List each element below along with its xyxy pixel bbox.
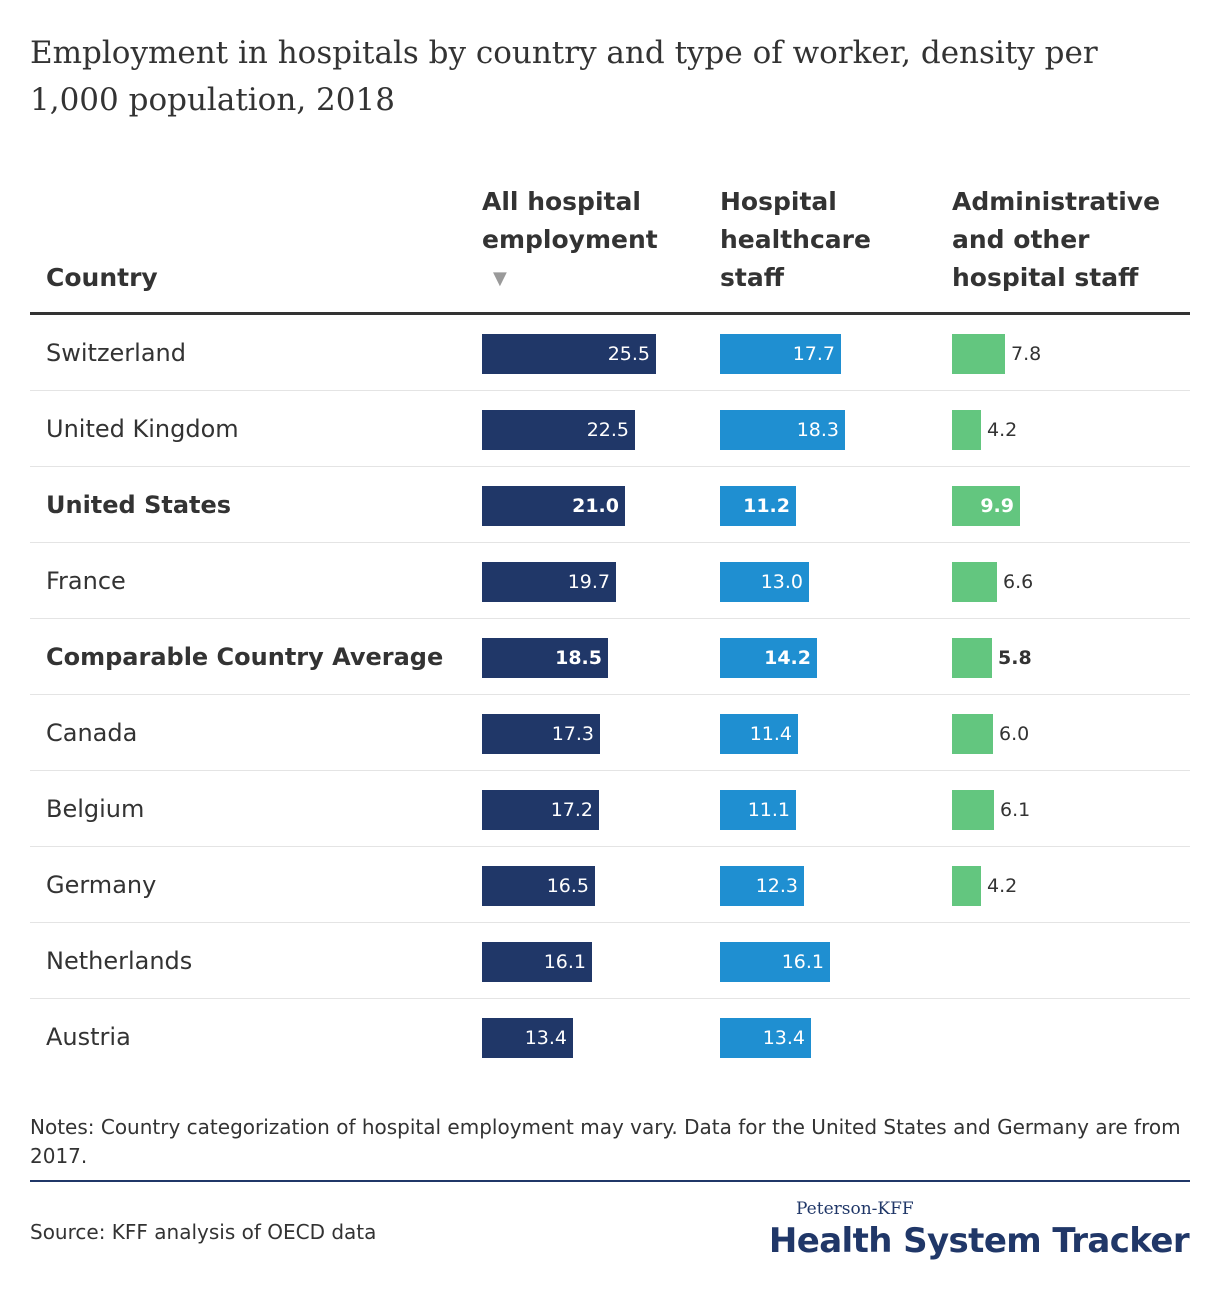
country-label: Belgium: [46, 795, 145, 823]
table-row: Germany 16.5 12.3 4.2: [30, 847, 1190, 923]
value-label-hospital-healthcare-staff: 17.7: [792, 343, 835, 365]
table-row: Belgium 17.2 11.1 6.1: [30, 771, 1190, 847]
bar-administrative-staff[interactable]: [952, 638, 992, 678]
value-label-hospital-healthcare-staff: 14.2: [764, 647, 811, 669]
chart-source: Source: KFF analysis of OECD data: [30, 1220, 377, 1244]
column-header-administrative-staff[interactable]: Administrative and other hospital staff: [952, 187, 1161, 292]
value-label-administrative-staff: 7.8: [1011, 343, 1042, 365]
country-label: Comparable Country Average: [46, 643, 444, 671]
table-row: Austria 13.4 13.4: [30, 999, 1190, 1075]
value-label-administrative-staff: 4.2: [987, 875, 1018, 897]
country-label: Netherlands: [46, 947, 193, 975]
value-label-hospital-healthcare-staff: 13.4: [762, 1027, 805, 1049]
logo-health-system-tracker: Health System Tracker: [768, 1221, 1190, 1261]
header-divider: [30, 312, 1190, 315]
table-body: Switzerland 25.5 17.7 7.8 United Kingdom 22.5…: [30, 315, 1190, 1075]
bar-hospital-healthcare-staff[interactable]: [720, 638, 817, 678]
value-label-all-hospital-employment: 17.3: [551, 723, 594, 745]
bar-all-hospital-employment[interactable]: [482, 410, 635, 450]
country-label: United States: [46, 491, 232, 519]
column-header-country[interactable]: Country: [46, 263, 158, 292]
bar-hospital-healthcare-staff[interactable]: [720, 866, 804, 906]
footer-divider: [30, 1180, 1190, 1182]
bar-administrative-staff[interactable]: [952, 562, 997, 602]
value-label-all-hospital-employment: 13.4: [524, 1027, 567, 1049]
bar-all-hospital-employment[interactable]: [482, 866, 595, 906]
bar-hospital-healthcare-staff[interactable]: [720, 410, 845, 450]
table-row: Canada 17.3 11.4 6.0: [30, 695, 1190, 771]
bar-hospital-healthcare-staff[interactable]: [720, 1018, 811, 1058]
bar-administrative-staff[interactable]: [952, 410, 981, 450]
value-label-administrative-staff: 5.8: [998, 647, 1032, 669]
value-label-administrative-staff: 9.9: [980, 495, 1014, 517]
bar-all-hospital-employment[interactable]: [482, 486, 625, 526]
value-label-administrative-staff: 4.2: [987, 419, 1018, 441]
bar-administrative-staff[interactable]: [952, 790, 994, 830]
value-label-all-hospital-employment: 16.5: [546, 875, 589, 897]
bar-all-hospital-employment[interactable]: [482, 334, 656, 374]
bar-hospital-healthcare-staff[interactable]: [720, 790, 796, 830]
table-row: United States 21.0 11.2 9.9: [30, 467, 1190, 543]
country-label: United Kingdom: [46, 415, 239, 443]
country-label: Germany: [46, 871, 157, 899]
value-label-all-hospital-employment: 22.5: [586, 419, 629, 441]
country-label: Canada: [46, 719, 138, 747]
value-label-all-hospital-employment: 25.5: [607, 343, 650, 365]
value-label-administrative-staff: 6.6: [1003, 571, 1034, 593]
value-label-hospital-healthcare-staff: 16.1: [781, 951, 824, 973]
value-label-hospital-healthcare-staff: 11.4: [749, 723, 792, 745]
table-row: Netherlands 16.1 16.1: [30, 923, 1190, 999]
bar-hospital-healthcare-staff[interactable]: [720, 486, 796, 526]
bar-hospital-healthcare-staff[interactable]: [720, 334, 841, 374]
country-label: Austria: [46, 1023, 131, 1051]
bar-administrative-staff[interactable]: [952, 714, 993, 754]
value-label-administrative-staff: 6.1: [1000, 799, 1031, 821]
bar-hospital-healthcare-staff[interactable]: [720, 562, 809, 602]
country-label: Switzerland: [46, 339, 186, 367]
bar-all-hospital-employment[interactable]: [482, 790, 599, 830]
bar-all-hospital-employment[interactable]: [482, 714, 600, 754]
bar-administrative-staff[interactable]: [952, 866, 981, 906]
table-row: France 19.7 13.0 6.6: [30, 543, 1190, 619]
bar-administrative-staff[interactable]: [952, 486, 1020, 526]
value-label-all-hospital-employment: 17.2: [550, 799, 593, 821]
table-row: Switzerland 25.5 17.7 7.8: [30, 315, 1190, 391]
value-label-administrative-staff: 6.0: [999, 723, 1030, 745]
value-label-hospital-healthcare-staff: 18.3: [796, 419, 839, 441]
chart-notes: Notes: Country categorization of hospita…: [30, 1115, 1181, 1168]
value-label-all-hospital-employment: 16.1: [543, 951, 586, 973]
bar-all-hospital-employment[interactable]: [482, 1018, 573, 1058]
value-label-hospital-healthcare-staff: 11.2: [743, 495, 790, 517]
value-label-hospital-healthcare-staff: 12.3: [755, 875, 798, 897]
country-label: France: [46, 567, 126, 595]
value-label-hospital-healthcare-staff: 13.0: [760, 571, 803, 593]
logo-peterson-kff: Peterson-KFF: [796, 1199, 914, 1219]
bar-all-hospital-employment[interactable]: [482, 562, 616, 602]
bar-all-hospital-employment[interactable]: [482, 638, 608, 678]
bar-administrative-staff[interactable]: [952, 334, 1005, 374]
bar-hospital-healthcare-staff[interactable]: [720, 714, 798, 754]
chart-title: Employment in hospitals by country and t…: [30, 35, 1098, 118]
value-label-hospital-healthcare-staff: 11.1: [747, 799, 790, 821]
value-label-all-hospital-employment: 19.7: [567, 571, 610, 593]
table-row: United Kingdom 22.5 18.3 4.2: [30, 391, 1190, 467]
bar-hospital-healthcare-staff[interactable]: [720, 942, 830, 982]
column-header-hospital-healthcare-staff[interactable]: Hospital healthcare staff: [720, 187, 871, 292]
value-label-all-hospital-employment: 18.5: [555, 647, 602, 669]
sort-descending-icon[interactable]: ▼: [493, 268, 507, 289]
bar-all-hospital-employment[interactable]: [482, 942, 592, 982]
value-label-all-hospital-employment: 21.0: [572, 495, 619, 517]
column-header-all-hospital-employment[interactable]: All hospital employment: [482, 187, 658, 254]
table-row: Comparable Country Average 18.5 14.2 5.8: [30, 619, 1190, 695]
